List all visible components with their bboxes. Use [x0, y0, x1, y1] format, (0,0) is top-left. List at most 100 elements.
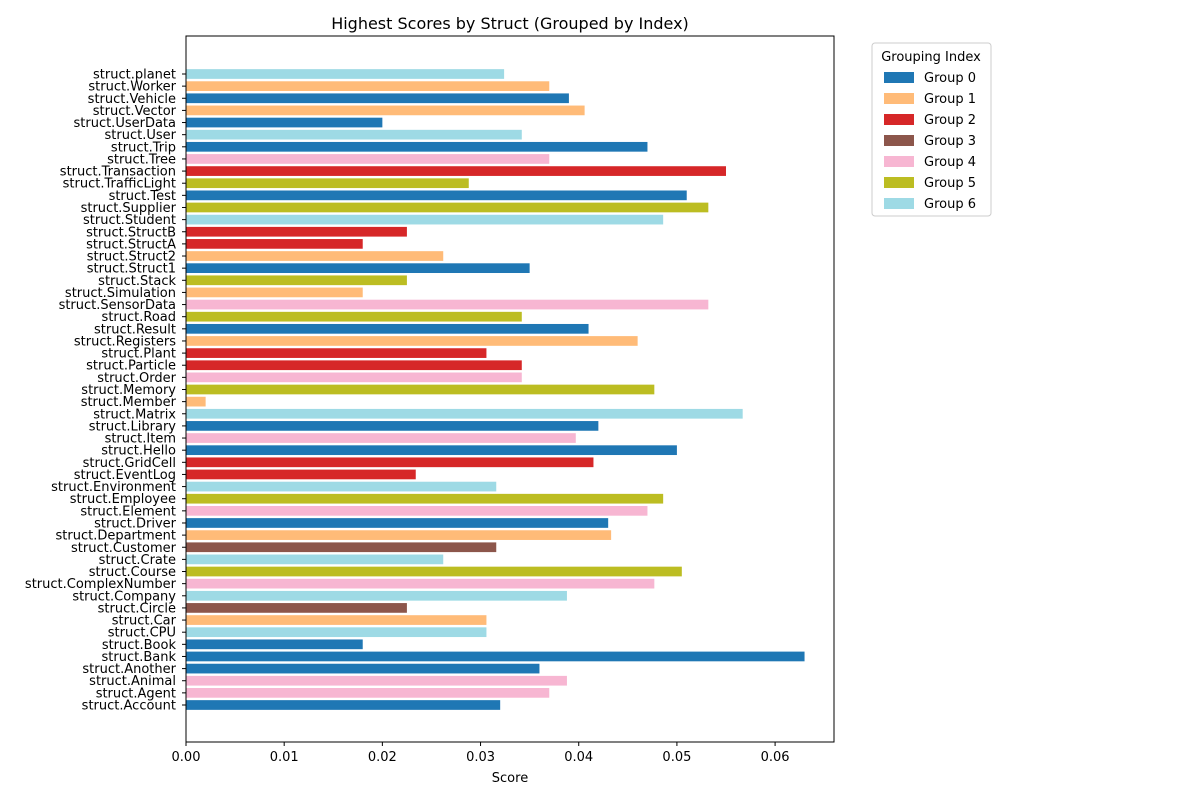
x-tick-label: 0.01 — [270, 750, 299, 765]
y-tick-label: struct.CPU — [108, 626, 176, 641]
bar-struct-customer — [186, 542, 497, 553]
bar-struct-vehicle — [186, 93, 569, 104]
legend-entry-label: Group 1 — [924, 92, 976, 107]
y-tick-label: struct.Plant — [101, 347, 176, 362]
y-tick-label: struct.StructA — [86, 237, 176, 252]
chart-title: Highest Scores by Struct (Grouped by Ind… — [331, 14, 689, 33]
y-tick-label: struct.Particle — [86, 359, 176, 374]
bar-struct-crate — [186, 554, 444, 565]
x-tick-label: 0.05 — [662, 750, 691, 765]
bar-struct-circle — [186, 603, 407, 613]
bar-struct-animal — [186, 675, 567, 686]
y-tick-label: struct.Struct2 — [87, 250, 176, 265]
legend-entry-label: Group 4 — [924, 155, 976, 170]
legend-entry-label: Group 2 — [924, 113, 976, 128]
y-tick-label: struct.User — [105, 128, 177, 143]
bar-struct-bank — [186, 651, 805, 662]
y-tick-label: struct.Item — [105, 432, 176, 447]
y-tick-label: struct.SensorData — [59, 298, 176, 313]
legend-swatch — [884, 198, 914, 209]
legend-swatch — [884, 93, 914, 104]
bar-struct-library — [186, 421, 599, 431]
bars-layer — [186, 69, 805, 710]
bar-struct-matrix — [186, 408, 743, 419]
y-tick-label: struct.Another — [82, 662, 176, 677]
bar-struct-employee — [186, 493, 664, 504]
bar-struct-environment — [186, 481, 497, 492]
y-tick-label: struct.Account — [82, 699, 176, 714]
y-tick-label: struct.Registers — [74, 334, 176, 349]
y-tick-label: struct.Vehicle — [88, 92, 176, 107]
y-tick-label: struct.Course — [89, 565, 176, 580]
bar-struct-struct2 — [186, 251, 444, 261]
bar-struct-course — [186, 566, 682, 577]
legend-swatch — [884, 135, 914, 146]
y-tick-label: struct.StructB — [86, 225, 176, 240]
y-tick-label: struct.Vector — [93, 104, 177, 119]
y-tick-label: struct.TrafficLight — [63, 177, 176, 192]
y-tick-label: struct.Test — [109, 189, 176, 204]
y-tick-label: struct.Animal — [89, 674, 176, 689]
y-tick-label: struct.UserData — [73, 116, 176, 131]
bar-struct-agent — [186, 688, 550, 698]
legend: Grouping Index Group 0 Group 1 Group 2 Grou… — [871, 42, 992, 217]
legend-entry-label: Group 0 — [924, 71, 976, 86]
y-tick-label: struct.Trip — [111, 140, 176, 155]
bar-struct-order — [186, 372, 522, 383]
y-tick-label: struct.Crate — [99, 553, 176, 568]
bar-struct-item — [186, 433, 576, 443]
y-tick-label: struct.Company — [72, 589, 176, 604]
x-tick-label: 0.03 — [466, 750, 495, 765]
y-tick-label: struct.Library — [89, 419, 177, 434]
bar-struct-road — [186, 311, 522, 322]
y-tick-label: struct.Stack — [98, 274, 176, 289]
y-tick-label: struct.Result — [94, 322, 176, 337]
y-tick-label: struct.Circle — [98, 601, 176, 616]
bar-struct-sensordata — [186, 299, 709, 310]
x-tick-label: 0.06 — [761, 750, 790, 765]
legend-frame — [871, 42, 992, 217]
bar-struct-member — [186, 396, 206, 407]
legend-entry-label: Group 6 — [924, 197, 976, 212]
bar-struct-structa — [186, 239, 363, 249]
legend-entry-label: Group 5 — [924, 176, 976, 191]
bar-struct-transaction — [186, 166, 726, 176]
bar-struct-supplier — [186, 202, 709, 213]
bar-struct-hello — [186, 445, 677, 456]
bar-struct-company — [186, 590, 567, 601]
y-tick-label: struct.Book — [102, 638, 177, 653]
y-tick-label: struct.GridCell — [83, 456, 176, 471]
y-tick-label: struct.Agent — [96, 686, 176, 701]
legend-entry-label: Group 3 — [924, 134, 976, 149]
x-axis: 0.00 0.01 0.02 0.03 0.04 0.05 0.06 — [172, 742, 790, 765]
bar-struct-worker — [186, 81, 550, 91]
bar-struct-complexnumber — [186, 578, 655, 589]
plot-frame — [185, 35, 835, 743]
bar-struct-particle — [186, 360, 522, 371]
y-tick-label: struct.EventLog — [74, 468, 176, 483]
bar-struct-cpu — [186, 627, 487, 638]
bar-struct-student — [186, 214, 664, 225]
y-tick-label: struct.Supplier — [81, 201, 177, 216]
bar-struct-result — [186, 323, 589, 334]
legend-title: Grouping Index — [881, 50, 981, 65]
legend-swatch — [884, 72, 914, 83]
bar-struct-structb — [186, 226, 407, 237]
y-tick-label: struct.Bank — [102, 650, 177, 665]
bar-struct-car — [186, 615, 487, 625]
bar-struct-userdata — [186, 117, 383, 128]
y-tick-label: struct.Car — [112, 614, 177, 629]
legend-swatch — [884, 156, 914, 167]
y-tick-label: struct.Environment — [51, 480, 176, 495]
y-tick-label: struct.Element — [80, 504, 176, 519]
bar-struct-account — [186, 700, 501, 710]
y-tick-label: struct.Road — [102, 310, 176, 325]
bar-struct-eventlog — [186, 469, 416, 480]
y-tick-label: struct.Student — [83, 213, 176, 228]
bar-struct-another — [186, 663, 540, 674]
bar-struct-department — [186, 530, 612, 540]
y-tick-label: struct.Tree — [107, 152, 176, 167]
legend-swatch — [884, 177, 914, 188]
